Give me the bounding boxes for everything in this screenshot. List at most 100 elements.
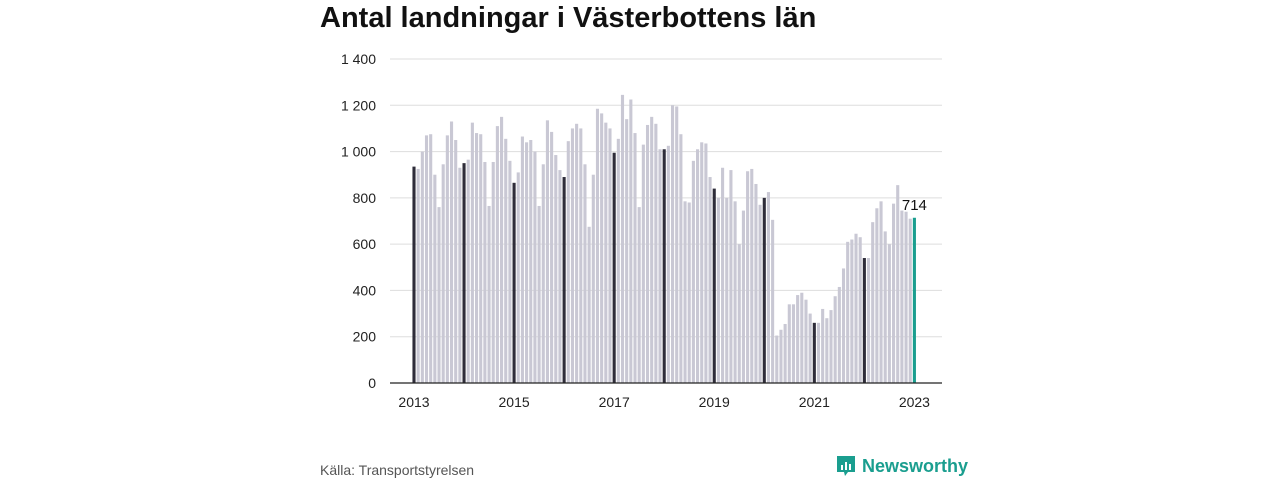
bar bbox=[808, 313, 812, 383]
bar bbox=[762, 197, 766, 383]
bar bbox=[750, 168, 754, 383]
bar bbox=[633, 133, 637, 383]
bar bbox=[554, 155, 558, 383]
bar bbox=[741, 210, 745, 383]
brand-name: Newsworthy bbox=[862, 455, 969, 476]
bar bbox=[537, 205, 541, 383]
bar bbox=[625, 119, 629, 384]
bar bbox=[441, 164, 445, 383]
bar bbox=[679, 134, 683, 383]
bar bbox=[796, 295, 800, 383]
bar bbox=[566, 141, 570, 383]
bar bbox=[654, 123, 658, 384]
bar bbox=[716, 197, 720, 383]
bar bbox=[516, 172, 520, 383]
bar bbox=[604, 122, 608, 383]
bar bbox=[545, 120, 549, 383]
bar bbox=[850, 239, 854, 383]
bar bbox=[675, 106, 679, 383]
bar bbox=[462, 163, 466, 383]
bar bbox=[704, 143, 708, 383]
bar bbox=[687, 202, 691, 383]
bar bbox=[725, 197, 729, 383]
y-tick-label: 200 bbox=[353, 329, 377, 345]
bar bbox=[816, 322, 821, 383]
y-tick-label: 1 000 bbox=[341, 144, 376, 160]
bar bbox=[470, 122, 474, 383]
bar bbox=[587, 226, 591, 383]
bar bbox=[862, 258, 866, 383]
bar bbox=[550, 131, 554, 383]
bar bbox=[483, 161, 487, 383]
bar bbox=[558, 170, 562, 383]
bar bbox=[562, 177, 566, 383]
bar bbox=[700, 142, 704, 383]
bar bbox=[429, 134, 433, 383]
bar bbox=[887, 244, 891, 383]
bar bbox=[412, 166, 416, 383]
bar bbox=[896, 185, 900, 383]
bar bbox=[533, 151, 537, 383]
bar bbox=[892, 203, 896, 383]
bar bbox=[437, 207, 441, 383]
bar bbox=[487, 205, 491, 383]
bar bbox=[683, 201, 687, 383]
bar bbox=[825, 318, 829, 383]
bar bbox=[775, 335, 779, 383]
x-tick-label: 2019 bbox=[699, 394, 730, 410]
y-axis-ticks: 0 200 400 600 800 1 000 1 200 1 400 bbox=[341, 51, 376, 391]
bar bbox=[616, 138, 620, 383]
bar bbox=[424, 135, 429, 383]
x-axis-ticks: 2013 2015 2017 2019 2021 2023 bbox=[398, 394, 930, 410]
bar bbox=[712, 188, 716, 383]
chart-title: Antal landningar i Västerbottens län bbox=[320, 2, 817, 34]
bars bbox=[412, 94, 916, 384]
bar bbox=[766, 192, 770, 383]
bar bbox=[771, 219, 775, 383]
x-tick-label: 2023 bbox=[899, 394, 930, 410]
y-tick-label: 1 200 bbox=[341, 97, 376, 113]
bar bbox=[600, 113, 604, 383]
bar bbox=[866, 258, 871, 383]
bar bbox=[879, 201, 883, 383]
bar bbox=[904, 211, 908, 383]
bar bbox=[754, 183, 758, 383]
bar bbox=[746, 171, 750, 383]
bar bbox=[641, 144, 645, 383]
bar bbox=[508, 160, 512, 383]
bar bbox=[495, 126, 499, 384]
y-tick-label: 600 bbox=[353, 236, 377, 252]
bar bbox=[449, 121, 454, 384]
bar bbox=[479, 134, 483, 383]
bar bbox=[846, 241, 850, 383]
bar bbox=[645, 124, 650, 384]
bar bbox=[858, 237, 862, 383]
bar bbox=[721, 167, 725, 383]
bar bbox=[575, 123, 579, 384]
bar bbox=[837, 286, 841, 383]
bar bbox=[595, 108, 600, 383]
bar bbox=[612, 152, 616, 383]
bar bbox=[841, 268, 846, 383]
bar bbox=[629, 99, 633, 383]
bar bbox=[416, 168, 420, 383]
bar bbox=[420, 151, 424, 383]
x-tick-label: 2015 bbox=[499, 394, 530, 410]
bar bbox=[637, 207, 641, 383]
source-note: Källa: Transportstyrelsen bbox=[320, 462, 475, 478]
bar bbox=[570, 128, 575, 383]
bar bbox=[900, 210, 904, 383]
bar bbox=[733, 201, 737, 383]
bar bbox=[445, 135, 449, 383]
y-tick-label: 1 400 bbox=[341, 51, 376, 67]
bar bbox=[804, 299, 808, 383]
bar bbox=[854, 233, 858, 383]
latest-value-label: 714 bbox=[902, 197, 927, 214]
bar bbox=[800, 292, 804, 383]
bar bbox=[787, 304, 791, 383]
bar bbox=[620, 94, 625, 384]
x-tick-label: 2013 bbox=[398, 394, 429, 410]
x-tick-label: 2017 bbox=[599, 394, 630, 410]
bar bbox=[529, 140, 533, 383]
